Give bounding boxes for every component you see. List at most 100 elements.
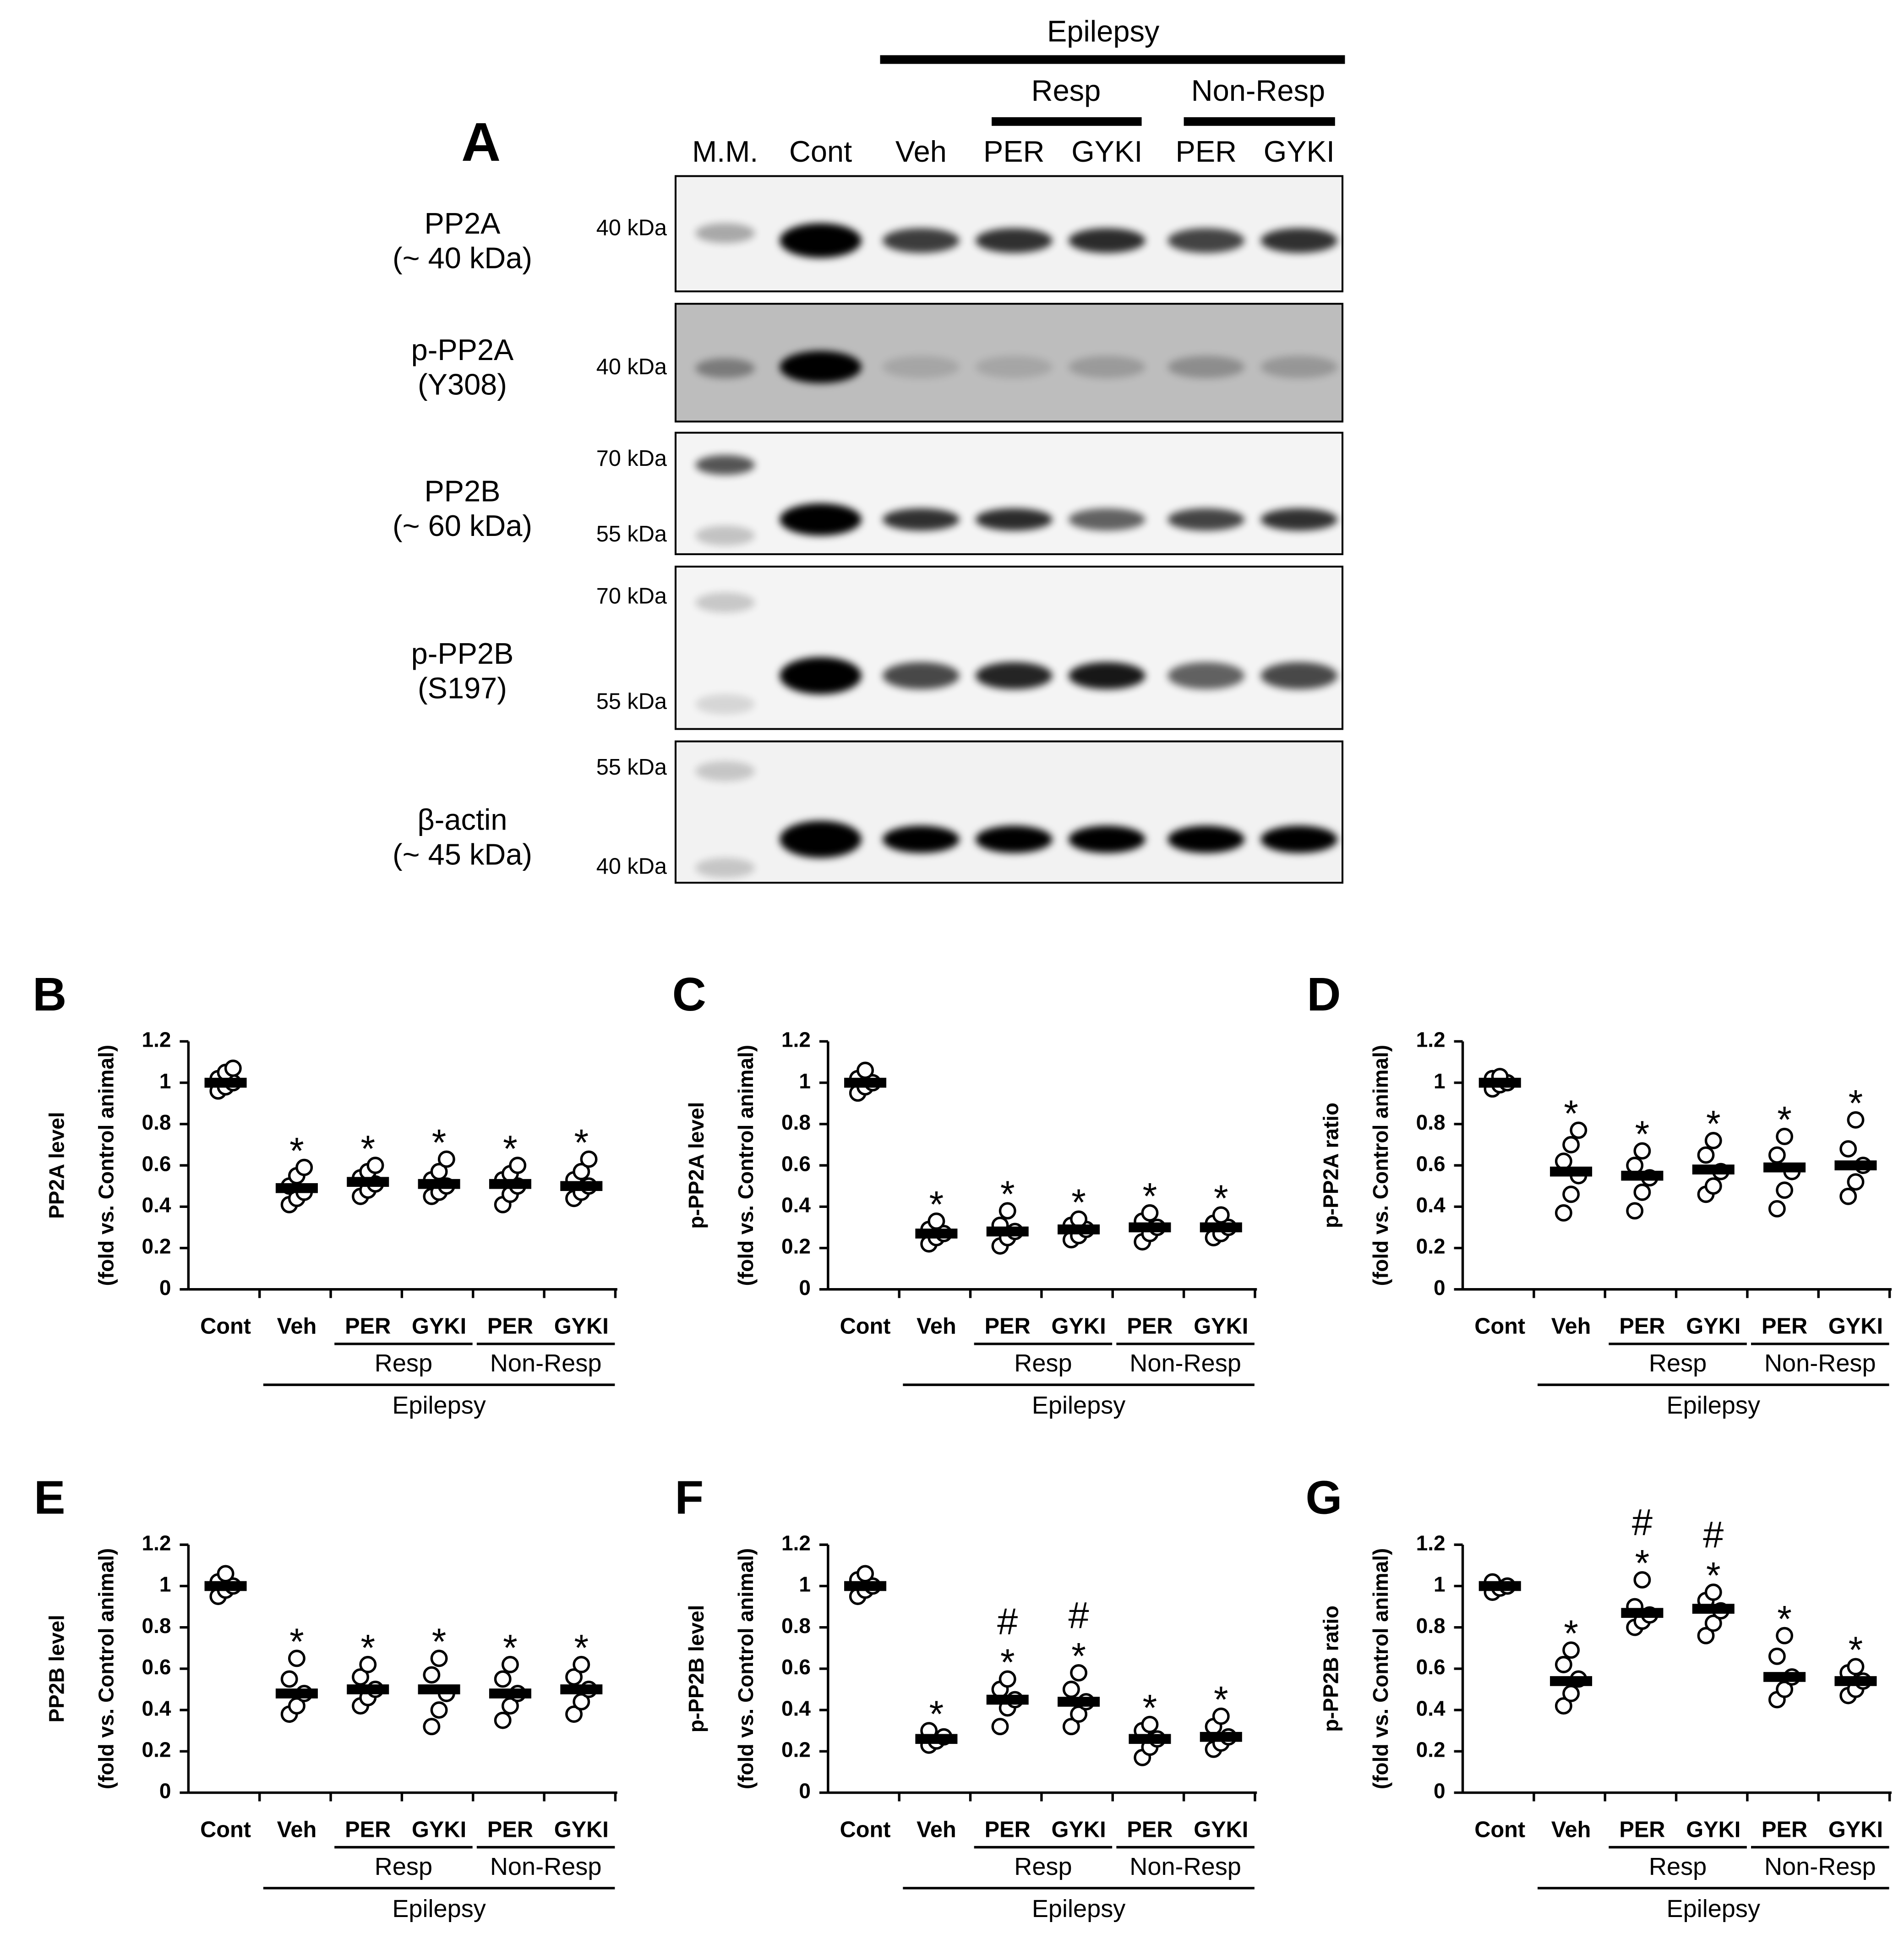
band — [780, 657, 862, 694]
subgroup-label: Resp — [1014, 1349, 1072, 1377]
significance-mark: # — [1632, 1502, 1653, 1543]
data-point — [1070, 1664, 1088, 1682]
band — [975, 662, 1053, 689]
data-point — [1555, 1204, 1572, 1222]
band — [780, 820, 862, 858]
data-point — [1847, 1173, 1865, 1191]
subgroup-label: Resp — [1649, 1349, 1707, 1377]
marker-band — [695, 694, 755, 714]
mean-bar — [1550, 1166, 1593, 1177]
band — [882, 355, 960, 378]
mean-bar — [418, 1684, 460, 1694]
data-point — [1633, 1183, 1651, 1201]
y-tick-label: 0.8 — [142, 1110, 171, 1134]
significance-mark: * — [289, 1622, 304, 1663]
mean-bar — [1058, 1224, 1100, 1234]
mean-bar — [915, 1734, 958, 1744]
significance-mark: * — [360, 1628, 375, 1669]
x-tick-label: GYKI — [1052, 1817, 1106, 1842]
band — [780, 223, 862, 258]
marker-band — [695, 223, 755, 243]
data-point — [1141, 1715, 1159, 1733]
mean-bar — [1129, 1222, 1171, 1233]
subgroup-label: Non-Resp — [1764, 1853, 1876, 1880]
x-tick-label: PER — [487, 1314, 533, 1339]
subgroup-label: Non-Resp — [1191, 74, 1325, 107]
x-tick-label: Veh — [1551, 1817, 1591, 1842]
group-label: Epilepsy — [1666, 1895, 1760, 1923]
significance-mark: * — [1564, 1093, 1578, 1135]
data-point — [502, 1655, 519, 1673]
lane-label: Veh — [895, 135, 947, 168]
mean-bar — [1478, 1581, 1521, 1591]
x-tick-label: GYKI — [1686, 1314, 1740, 1339]
data-point — [288, 1650, 306, 1667]
mean-bar — [204, 1581, 247, 1591]
subgroup-label: Non-Resp — [490, 1853, 602, 1880]
significance-mark: * — [1071, 1636, 1086, 1677]
band — [882, 662, 960, 689]
band — [1260, 508, 1338, 531]
significance-mark: * — [1000, 1642, 1015, 1683]
mean-bar — [489, 1179, 531, 1189]
data-point — [1562, 1685, 1580, 1702]
group-label: Epilepsy — [1666, 1392, 1760, 1419]
y-tick-label: 1.2 — [142, 1028, 171, 1052]
y-tick-label: 0 — [159, 1779, 171, 1803]
mean-bar — [1129, 1734, 1171, 1744]
band — [780, 351, 862, 383]
significance-mark: * — [1143, 1688, 1157, 1729]
data-point — [1768, 1200, 1786, 1218]
significance-mark: * — [1000, 1174, 1015, 1215]
lane-label: Cont — [789, 135, 852, 168]
marker-label: 55 kDa — [596, 689, 667, 714]
marker-label: 40 kDa — [596, 854, 667, 879]
significance-mark: * — [574, 1628, 589, 1669]
row-label: (Y308) — [418, 368, 507, 401]
data-point — [998, 1670, 1016, 1688]
y-tick-label: 0.2 — [1416, 1737, 1446, 1761]
y-tick-label: 0.8 — [1416, 1110, 1446, 1134]
data-point — [280, 1670, 298, 1688]
mean-bar — [1550, 1676, 1593, 1686]
x-tick-label: GYKI — [412, 1817, 466, 1842]
x-tick-label: PER — [345, 1314, 391, 1339]
y-tick-label: 0.8 — [781, 1110, 811, 1134]
significance-mark: * — [360, 1129, 375, 1170]
row-label: p-PP2A — [411, 333, 514, 366]
panel-letter: B — [33, 968, 66, 1021]
y-tick-label: 0.2 — [781, 1234, 811, 1258]
mean-bar — [275, 1183, 318, 1193]
data-point — [509, 1157, 527, 1174]
band — [780, 503, 862, 536]
y-tick-label: 1 — [159, 1573, 171, 1596]
y-axis-label: PP2B level — [44, 1615, 68, 1722]
y-axis-label: p-PP2A level — [684, 1102, 708, 1229]
mean-bar — [347, 1177, 389, 1187]
blot-frame — [674, 431, 1344, 555]
lane-label: PER — [1176, 135, 1237, 168]
significance-mark: * — [1635, 1543, 1650, 1584]
data-point — [1704, 1132, 1722, 1149]
lane-label: M.M. — [692, 135, 758, 168]
panel-letter: D — [1307, 968, 1341, 1021]
band — [975, 508, 1053, 531]
y-tick-label: 1 — [159, 1069, 171, 1093]
x-tick-label: PER — [487, 1817, 533, 1842]
data-point — [1562, 1185, 1580, 1203]
y-tick-label: 1.2 — [1416, 1531, 1446, 1555]
band — [1167, 228, 1245, 253]
marker-label: 55 kDa — [596, 522, 667, 546]
y-tick-label: 1 — [1434, 1573, 1446, 1596]
subgroup-label: Resp — [375, 1349, 432, 1377]
x-tick-label: GYKI — [412, 1314, 466, 1339]
data-point — [295, 1158, 313, 1176]
x-tick-label: Veh — [917, 1817, 956, 1842]
y-tick-label: 0.2 — [1416, 1234, 1446, 1258]
y-axis-label: (fold vs. Control animal) — [94, 1045, 118, 1286]
significance-mark: * — [1214, 1679, 1228, 1721]
data-point — [494, 1711, 512, 1729]
data-point — [1212, 1707, 1230, 1725]
